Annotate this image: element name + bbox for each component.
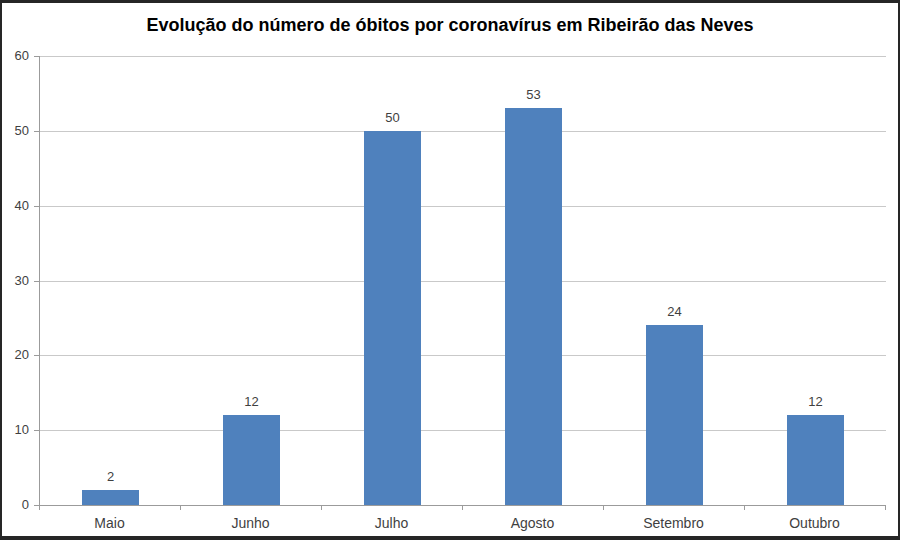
gridline bbox=[40, 131, 886, 132]
y-tick-label: 20 bbox=[2, 347, 29, 363]
y-axis-tick bbox=[34, 131, 39, 132]
chart-frame: Evolução do número de óbitos por coronav… bbox=[0, 0, 900, 540]
y-tick-label: 0 bbox=[2, 497, 29, 513]
bar bbox=[505, 108, 562, 505]
bar bbox=[364, 131, 421, 505]
x-axis-tick bbox=[321, 506, 322, 510]
x-axis-labels: Maio Junho Julho Agosto Setembro Outubro bbox=[39, 515, 885, 533]
bar-value-label: 12 bbox=[244, 395, 258, 409]
y-tick-label: 40 bbox=[2, 198, 29, 214]
x-axis-tick bbox=[39, 506, 40, 510]
x-axis-tick bbox=[744, 506, 745, 510]
x-tick-label: Junho bbox=[231, 515, 269, 531]
x-axis-tick bbox=[885, 506, 886, 510]
bar bbox=[787, 415, 844, 505]
gridline bbox=[40, 206, 886, 207]
bar bbox=[646, 325, 703, 505]
chart-title: Evolução do número de óbitos por coronav… bbox=[2, 15, 898, 36]
gridline bbox=[40, 430, 886, 431]
y-tick-label: 30 bbox=[2, 273, 29, 289]
bar-value-label: 24 bbox=[667, 305, 681, 319]
bar-value-label: 2 bbox=[107, 470, 114, 484]
y-tick-label: 60 bbox=[2, 48, 29, 64]
gridline bbox=[40, 355, 886, 356]
x-tick-label: Maio bbox=[94, 515, 124, 531]
y-tick-label: 10 bbox=[2, 422, 29, 438]
x-axis-tick bbox=[180, 506, 181, 510]
y-axis-tick bbox=[34, 281, 39, 282]
bar-value-label: 50 bbox=[385, 111, 399, 125]
x-tick-label: Agosto bbox=[511, 515, 555, 531]
y-tick-label: 50 bbox=[2, 123, 29, 139]
x-tick-label: Julho bbox=[375, 515, 408, 531]
y-axis-tick bbox=[34, 430, 39, 431]
plot-area: 2 12 50 53 24 12 bbox=[39, 56, 886, 506]
bar bbox=[82, 490, 139, 505]
y-axis-tick bbox=[34, 206, 39, 207]
x-tick-label: Setembro bbox=[643, 515, 704, 531]
x-axis-tick bbox=[462, 506, 463, 510]
bar-value-label: 53 bbox=[526, 88, 540, 102]
y-axis-labels: 0102030405060 bbox=[2, 56, 29, 505]
x-axis-tick bbox=[603, 506, 604, 510]
bar bbox=[223, 415, 280, 505]
x-tick-label: Outubro bbox=[789, 515, 840, 531]
gridline bbox=[40, 56, 886, 57]
y-axis-tick bbox=[34, 355, 39, 356]
y-axis-tick bbox=[34, 56, 39, 57]
gridline bbox=[40, 281, 886, 282]
bar-value-label: 12 bbox=[808, 395, 822, 409]
